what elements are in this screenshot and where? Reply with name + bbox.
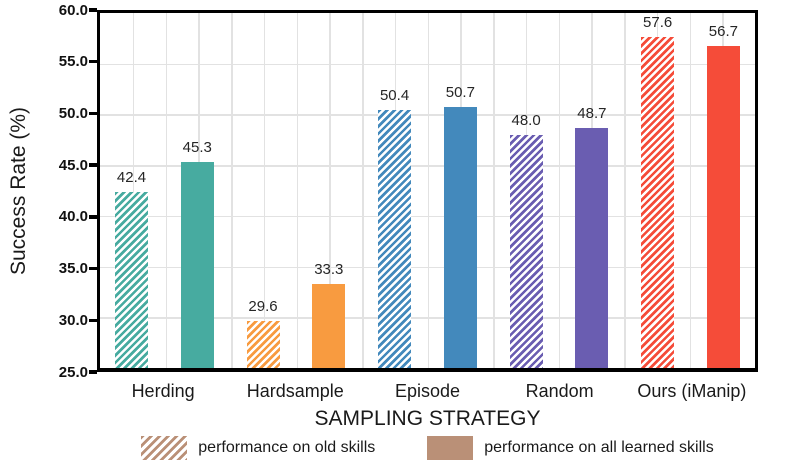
bar-hardsample-old <box>246 321 280 368</box>
y-tick-label: 60.0 <box>58 1 88 19</box>
value-label: 48.7 <box>577 104 607 122</box>
y-tick-mark <box>89 111 97 116</box>
bar-slot-episode-performance-on-all-learned-skills: 50.7 <box>443 13 477 368</box>
value-label: 57.6 <box>643 14 673 32</box>
value-label: 48.0 <box>511 111 541 129</box>
legend: performance on old skills performance on… <box>97 436 758 460</box>
value-label: 42.4 <box>116 168 147 186</box>
value-label: 56.7 <box>708 23 738 41</box>
y-tick-label: 45.0 <box>58 156 88 174</box>
bar-slot-ours-imanip-performance-on-all-learned-skills: 56.7 <box>706 13 740 368</box>
v-gridline <box>558 13 560 368</box>
x-label-herding: Herding <box>131 381 195 401</box>
x-label-hardsample: Hardsample <box>246 381 344 401</box>
v-gridline <box>493 13 495 368</box>
bar-episode-old <box>378 110 412 368</box>
y-tick-label: 25.0 <box>58 363 88 381</box>
y-tick-mark <box>89 266 97 271</box>
x-label-episode: Episode <box>394 381 460 401</box>
bar-slot-ours-imanip-performance-on-old-skills: 57.6 <box>641 13 675 368</box>
y-tick-mark <box>89 163 97 167</box>
bar-random-all <box>575 127 609 368</box>
bar-slot-episode-performance-on-old-skills: 50.4 <box>378 13 412 368</box>
y-tick-mark <box>89 215 97 219</box>
bar-slot-random-performance-on-old-skills: 48.0 <box>509 13 543 368</box>
v-gridline <box>329 13 331 368</box>
bar-random-old <box>509 134 543 368</box>
v-gridline <box>427 13 429 368</box>
bar-ours-imanip-all <box>706 46 740 368</box>
legend-swatch-solid-icon <box>427 436 474 460</box>
y-tick-mark <box>89 59 97 64</box>
bar-slot-hardsample-performance-on-all-learned-skills: 33.3 <box>312 13 346 368</box>
bar-slot-random-performance-on-all-learned-skills: 48.7 <box>575 13 609 368</box>
v-gridline <box>362 13 364 368</box>
bar-slot-hardsample-performance-on-old-skills: 29.6 <box>246 13 280 368</box>
y-tick-mark <box>89 318 97 323</box>
bar-slot-herding-performance-on-all-learned-skills: 45.3 <box>180 13 214 368</box>
bar-episode-all <box>443 107 477 368</box>
bar-ours-imanip-old <box>641 37 675 368</box>
y-tick-label: 55.0 <box>58 53 88 71</box>
x-label-random: Random <box>525 381 594 401</box>
v-gridline <box>165 13 167 368</box>
bar-herding-all <box>180 162 214 368</box>
legend-item-all-skills: performance on all learned skills <box>427 436 714 460</box>
value-label: 50.7 <box>445 84 475 102</box>
bar-hardsample-all <box>312 283 346 368</box>
value-label: 45.3 <box>182 139 212 157</box>
y-axis-title: Success Rate (%) <box>7 106 30 276</box>
y-tick-mark <box>89 370 97 374</box>
y-tick-label: 40.0 <box>58 208 88 226</box>
v-gridline <box>231 13 233 368</box>
bar-slot-herding-performance-on-old-skills: 42.4 <box>115 13 148 368</box>
v-gridline <box>296 13 298 368</box>
v-gridline <box>263 13 266 368</box>
legend-label-all-skills: performance on all learned skills <box>484 439 714 456</box>
value-label: 50.4 <box>379 87 410 105</box>
plot-area: 42.4 45.3 29.6 33.3 50.4 50.7 48.0 48.7 57.6 56.7 <box>97 10 758 372</box>
v-gridline <box>689 13 691 368</box>
v-gridline <box>624 13 626 368</box>
x-axis-title: SAMPLING STRATEGY <box>314 407 541 430</box>
legend-item-old-skills: performance on old skills <box>141 436 375 460</box>
y-tick-label: 35.0 <box>58 260 88 278</box>
y-tick-label: 50.0 <box>58 104 88 122</box>
value-label: 29.6 <box>248 298 278 316</box>
bar-herding-old <box>115 191 148 368</box>
x-axis-labels: Herding Hardsample Episode Random Ours (iMan… <box>97 381 758 402</box>
value-label: 33.3 <box>314 260 344 278</box>
legend-label-old-skills: performance on old skills <box>198 439 376 456</box>
x-label-ours-imanip: Ours (iManip) <box>637 381 747 401</box>
y-tick-label: 30.0 <box>58 311 88 329</box>
y-tick-mark <box>89 8 97 12</box>
bars-container: 42.4 45.3 29.6 33.3 50.4 50.7 48.0 48.7 57.6 56.7 <box>100 13 755 368</box>
v-gridline <box>132 13 135 368</box>
legend-swatch-hatched-icon <box>141 436 188 460</box>
